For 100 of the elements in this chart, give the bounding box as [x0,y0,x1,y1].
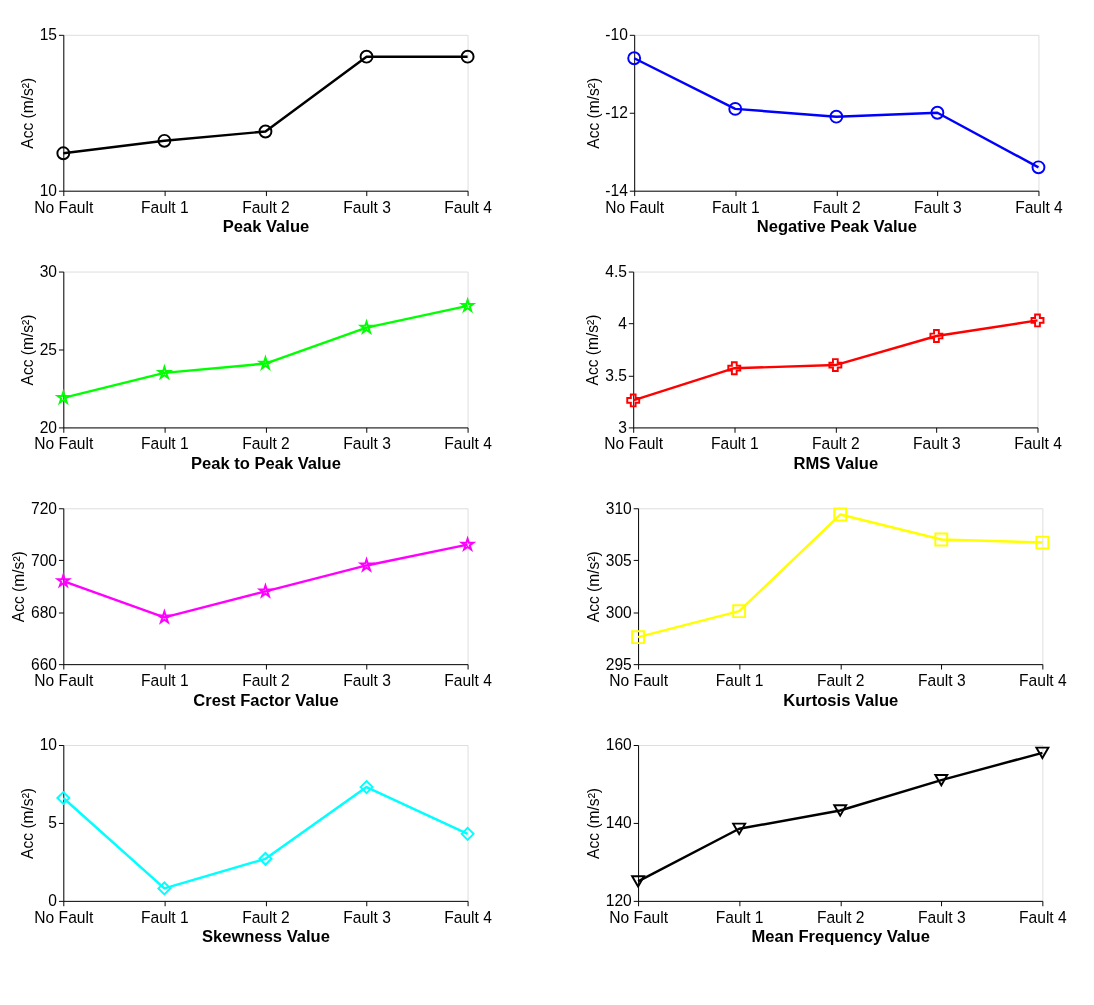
x-tick-label: Fault 1 [141,672,189,690]
point [157,610,172,624]
x-axis-title: Crest Factor Value [193,690,339,710]
point [626,393,641,408]
y-tick-label: 3 [618,418,627,436]
x-tick-label: Fault 2 [812,435,860,453]
point [930,105,945,120]
x-tick-label: Fault 3 [914,198,962,216]
x-tick-label: Fault 3 [343,672,391,690]
point [1035,535,1050,550]
x-axis-title: RMS Value [793,453,879,473]
point [359,780,374,795]
y-tick-label: 3.5 [605,366,628,384]
x-tick-label: Fault 4 [1019,908,1067,926]
point [829,109,844,124]
x-tick-label: No Fault [34,908,94,926]
x-tick-label: Fault 2 [816,908,865,926]
x-tick-label: No Fault [605,198,665,216]
point [934,773,949,787]
point [732,822,747,835]
y-tick-label: -14 [605,182,629,200]
y-tick-label: 310 [605,499,633,517]
point [828,358,843,373]
x-tick-label: Fault 2 [242,908,290,926]
x-tick-label: No Fault [609,672,669,690]
point [155,364,173,381]
y-tick-label: 720 [30,499,58,517]
point [56,791,71,805]
point [157,133,172,148]
x-tick-label: Fault 4 [444,908,493,926]
x-tick-label: Fault 2 [242,435,290,453]
x-tick-label: No Fault [34,198,94,216]
y-tick-label: -12 [605,104,628,122]
y-tick-label: 15 [39,26,58,44]
y-tick-label: 660 [30,655,58,673]
x-tick-label: Fault 3 [917,672,966,690]
x-tick-label: No Fault [34,672,94,690]
y-axis-title: Acc (m/s²) [18,314,36,386]
y-tick-label: 140 [605,814,633,832]
x-tick-label: Fault 1 [141,198,189,216]
y-tick-label: -10 [605,26,629,44]
point [257,354,273,371]
x-axis-title: Mean Frequency Value [751,927,930,947]
point [833,507,848,522]
y-tick-label: 295 [605,655,633,673]
point [833,804,848,817]
y-tick-label: 10 [39,736,58,754]
x-axis-title: Skewness Value [202,927,330,947]
x-axis-title: Peak Value [222,217,310,237]
y-tick-label: 5 [48,814,58,832]
point [359,49,374,64]
y-tick-label: 700 [30,551,58,569]
x-tick-label: Fault 4 [444,672,493,690]
x-tick-label: Fault 3 [917,908,966,926]
x-tick-label: Fault 1 [711,198,760,216]
point [929,329,944,343]
y-axis-title: Acc (m/s²) [10,551,28,623]
y-tick-label: 10 [39,182,58,200]
y-tick-label: 30 [39,262,58,280]
x-tick-label: Fault 2 [816,672,865,690]
x-tick-label: Fault 1 [141,908,189,926]
point [358,556,375,573]
y-tick-label: 4.5 [605,262,628,280]
point [459,535,477,552]
x-tick-label: Fault 3 [343,198,391,216]
y-tick-label: 305 [605,551,633,569]
x-axis-title: Negative Peak Value [756,217,917,237]
point [258,124,273,139]
point [56,146,71,161]
x-tick-label: Fault 1 [141,435,189,453]
point [1030,313,1045,328]
y-tick-label: 20 [39,418,58,436]
x-tick-label: Fault 4 [444,198,493,216]
point [460,298,475,312]
point [627,51,642,66]
y-axis-title: Acc (m/s²) [584,314,602,386]
y-tick-label: 120 [605,892,633,910]
y-axis-title: Acc (m/s²) [584,551,602,623]
x-tick-label: Fault 4 [1019,672,1067,690]
point [54,389,70,406]
x-tick-label: No Fault [604,435,664,453]
x-tick-label: No Fault [34,435,94,453]
x-tick-label: Fault 2 [813,198,861,216]
y-axis-title: Acc (m/s²) [584,77,602,149]
point [728,101,743,116]
point [54,572,72,589]
x-tick-label: Fault 4 [1014,435,1063,453]
x-tick-label: Fault 4 [444,435,493,453]
point [631,875,646,888]
point [258,584,273,598]
y-axis-title: Acc (m/s²) [584,787,602,859]
x-tick-label: Fault 1 [715,672,764,690]
x-tick-label: Fault 4 [1015,198,1064,216]
point [157,881,172,896]
y-axis-title: Acc (m/s²) [18,787,36,859]
point [358,318,375,335]
point [460,49,475,64]
point [732,604,747,619]
point [1031,160,1046,175]
y-tick-label: 25 [39,340,58,358]
